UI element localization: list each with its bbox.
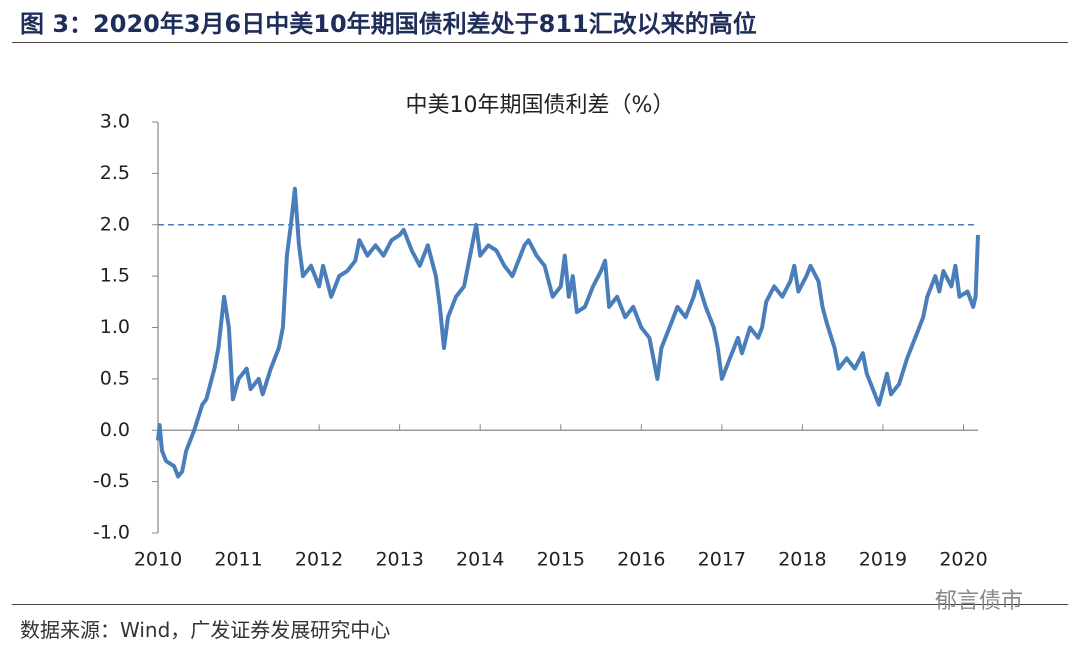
footer-rule [12,604,1068,605]
x-tick-label: 2016 [617,549,665,571]
x-tick-label: 2011 [214,549,262,571]
x-tick-label: 2018 [778,549,826,571]
chart-title: 中美10年期国债利差（%） [406,93,675,118]
source-note: 数据来源：Wind，广发证券发展研究中心 [20,618,391,642]
header-rule [12,42,1068,43]
y-tick-label: 2.0 [100,213,130,235]
y-tick-label: -0.5 [93,470,130,492]
x-tick-label: 2017 [698,549,746,571]
y-tick-label: 0.0 [100,419,130,441]
y-tick-label: 1.5 [100,265,130,287]
x-tick-label: 2010 [134,549,182,571]
y-tick-label: 1.0 [100,316,130,338]
x-tick-label: 2014 [456,549,504,571]
watermark: 郁言债市 [935,589,1024,614]
y-tick-label: 3.0 [100,111,130,133]
x-tick-label: 2015 [537,549,585,571]
x-tick-label: 2012 [295,549,343,571]
y-tick-label: 2.5 [100,162,130,184]
y-tick-label: 0.5 [100,367,130,389]
y-tick-label: -1.0 [93,522,130,544]
x-tick-label: 2020 [939,549,987,571]
x-tick-label: 2013 [375,549,423,571]
figure-title: 图 3：2020年3月6日中美10年期国债利差处于811汇改以来的高位 [20,10,757,38]
x-tick-label: 2019 [859,549,907,571]
series-line [156,186,980,479]
